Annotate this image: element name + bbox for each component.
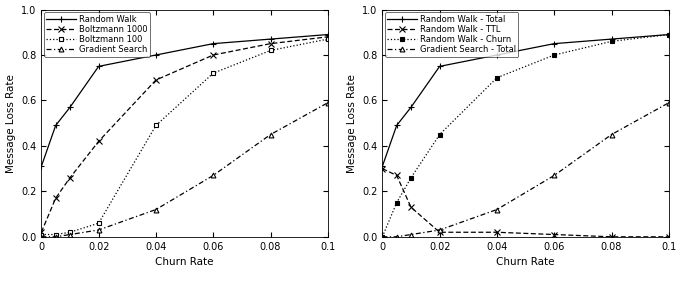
Line: Random Walk - Total: Random Walk - Total <box>379 31 672 170</box>
Boltzmann 100 <box>52 233 60 236</box>
Y-axis label: Message Loss Rate: Message Loss Rate <box>346 74 357 173</box>
Random Walk - TTL <box>379 167 387 170</box>
Random Walk - TTL <box>393 174 401 177</box>
Random Walk <box>324 33 332 36</box>
Gradient Search - Total <box>608 133 616 136</box>
Random Walk - Total <box>608 37 616 41</box>
Line: Random Walk - Churn: Random Walk - Churn <box>380 32 671 239</box>
Boltzmann 1000 <box>267 42 275 45</box>
Gradient Search <box>324 101 332 104</box>
Random Walk - Churn <box>393 201 401 205</box>
Boltzmann 100 <box>95 221 103 225</box>
Random Walk - Total <box>493 53 501 57</box>
Boltzmann 100 <box>66 231 74 234</box>
Boltzmann 100 <box>38 233 46 236</box>
Boltzmann 1000 <box>324 35 332 38</box>
Random Walk - Churn <box>665 33 673 36</box>
Boltzmann 1000 <box>95 140 103 143</box>
Random Walk - Churn <box>550 53 559 57</box>
Legend: Random Walk - Total, Random Walk - TTL, Random Walk - Churn, Gradient Search - T: Random Walk - Total, Random Walk - TTL, … <box>385 12 518 57</box>
X-axis label: Churn Rate: Churn Rate <box>155 257 214 267</box>
Boltzmann 1000 <box>38 231 46 234</box>
Gradient Search <box>52 235 60 239</box>
Random Walk - Total <box>393 124 401 127</box>
X-axis label: Churn Rate: Churn Rate <box>496 257 555 267</box>
Random Walk - TTL <box>608 235 616 239</box>
Gradient Search - Total <box>379 235 387 239</box>
Random Walk <box>52 124 60 127</box>
Random Walk - Total <box>665 33 673 36</box>
Boltzmann 1000 <box>66 176 74 179</box>
Boltzmann 1000 <box>152 78 160 82</box>
Random Walk <box>267 37 275 41</box>
Y-axis label: Message Loss Rate: Message Loss Rate <box>5 74 16 173</box>
Gradient Search <box>152 208 160 211</box>
Line: Gradient Search - Total: Gradient Search - Total <box>380 100 671 239</box>
Boltzmann 100 <box>152 124 160 127</box>
Line: Boltzmann 100: Boltzmann 100 <box>39 37 330 237</box>
Line: Random Walk: Random Walk <box>38 31 331 170</box>
Random Walk - Churn <box>436 133 444 136</box>
Random Walk - Total <box>379 165 387 168</box>
Gradient Search <box>267 133 275 136</box>
Gradient Search - Total <box>407 233 415 236</box>
Gradient Search - Total <box>393 235 401 239</box>
Gradient Search - Total <box>550 174 559 177</box>
Gradient Search - Total <box>436 228 444 232</box>
Random Walk <box>66 105 74 109</box>
Boltzmann 1000 <box>52 196 60 200</box>
Boltzmann 100 <box>209 71 218 75</box>
Random Walk - Churn <box>608 40 616 43</box>
Random Walk - Total <box>550 42 559 45</box>
Random Walk - Churn <box>379 235 387 239</box>
Line: Gradient Search: Gradient Search <box>39 100 330 239</box>
Legend: Random Walk, Boltzmann 1000, Boltzmann 100, Gradient Search: Random Walk, Boltzmann 1000, Boltzmann 1… <box>44 12 150 57</box>
Boltzmann 100 <box>267 49 275 52</box>
Random Walk - TTL <box>665 235 673 239</box>
Random Walk - Total <box>436 65 444 68</box>
Random Walk <box>38 165 46 168</box>
Gradient Search - Total <box>493 208 501 211</box>
Gradient Search <box>95 228 103 232</box>
Random Walk - TTL <box>550 233 559 236</box>
Boltzmann 100 <box>324 37 332 41</box>
Line: Random Walk - TTL: Random Walk - TTL <box>379 165 672 240</box>
Random Walk - TTL <box>436 231 444 234</box>
Gradient Search <box>38 235 46 239</box>
Random Walk <box>152 53 160 57</box>
Line: Boltzmann 1000: Boltzmann 1000 <box>38 34 331 235</box>
Random Walk - TTL <box>493 231 501 234</box>
Gradient Search - Total <box>665 101 673 104</box>
Gradient Search <box>66 233 74 236</box>
Random Walk - Churn <box>493 76 501 80</box>
Random Walk - Churn <box>407 176 415 179</box>
Boltzmann 1000 <box>209 53 218 57</box>
Random Walk - Total <box>407 105 415 109</box>
Random Walk - TTL <box>407 205 415 209</box>
Random Walk <box>209 42 218 45</box>
Gradient Search <box>209 174 218 177</box>
Random Walk <box>95 65 103 68</box>
